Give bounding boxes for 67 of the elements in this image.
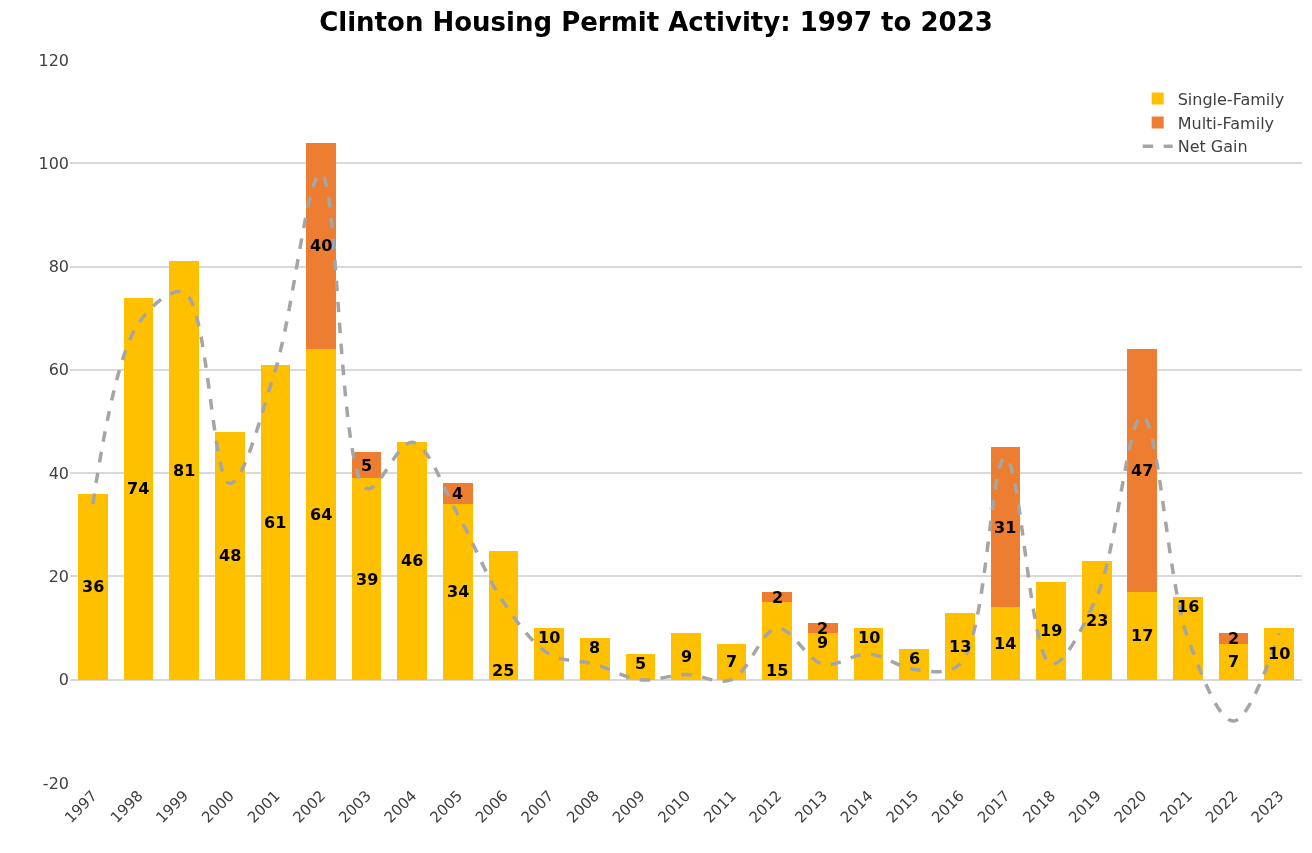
bar — [671, 633, 701, 680]
bar — [1127, 349, 1158, 592]
bar — [990, 607, 1021, 680]
data-label: 47 — [1131, 461, 1154, 480]
data-label: 5 — [361, 456, 373, 475]
data-label: 25 — [492, 661, 515, 680]
bar — [1036, 581, 1066, 680]
data-label: 14 — [994, 634, 1017, 653]
data-label: 10 — [538, 628, 561, 647]
data-label: 13 — [949, 637, 972, 656]
bar — [990, 447, 1021, 608]
data-label: 2 — [1228, 629, 1240, 648]
data-label: 48 — [219, 546, 242, 565]
y-tick-label: 40 — [48, 463, 69, 483]
data-label: 10 — [858, 628, 881, 647]
y-tick-label: 60 — [48, 360, 69, 380]
data-label: 7 — [1228, 652, 1240, 671]
data-label: 9 — [817, 633, 829, 652]
data-label: 5 — [635, 654, 647, 673]
data-label: 9 — [681, 647, 693, 666]
data-label: 6 — [909, 649, 921, 668]
data-label: 10 — [1268, 644, 1291, 663]
y-tick-label: 100 — [38, 153, 69, 173]
data-label: 17 — [1131, 626, 1154, 645]
data-label: 4 — [452, 484, 464, 503]
chart-title: Clinton Housing Permit Activity: 1997 to 2023 — [319, 6, 993, 37]
legend-label: Net Gain — [1177, 137, 1248, 157]
data-label: 19 — [1040, 621, 1063, 640]
bar — [123, 297, 154, 680]
data-label: 34 — [447, 582, 470, 601]
bar — [214, 431, 245, 680]
bar — [1127, 591, 1158, 680]
y-tick-label: 120 — [38, 50, 69, 70]
y-tick-label: -20 — [42, 773, 69, 793]
data-label: 16 — [1177, 597, 1200, 616]
bar — [1081, 560, 1112, 680]
bar — [762, 602, 793, 680]
data-label: 8 — [589, 638, 601, 657]
data-label: 64 — [310, 505, 333, 524]
data-label: 61 — [264, 513, 287, 532]
bar — [351, 478, 382, 680]
y-tick-label: 20 — [48, 567, 69, 587]
data-label: 7 — [726, 652, 738, 671]
bar — [488, 550, 519, 680]
bar — [306, 142, 336, 350]
data-label: 15 — [766, 661, 789, 680]
data-label: 39 — [356, 570, 379, 589]
y-tick-label: 80 — [48, 257, 69, 277]
bar — [260, 364, 291, 680]
data-label: 2 — [772, 588, 784, 607]
bar — [1218, 643, 1249, 680]
bar — [306, 349, 336, 680]
data-label: 36 — [82, 577, 105, 596]
bar — [397, 442, 428, 680]
bar — [443, 504, 473, 680]
bar — [77, 493, 108, 680]
data-label: 81 — [173, 461, 196, 480]
data-label: 46 — [401, 551, 424, 570]
legend-label: Single-Family — [1177, 89, 1285, 109]
data-label: 31 — [994, 518, 1017, 537]
data-label: 74 — [127, 479, 150, 498]
data-label: 40 — [310, 236, 333, 255]
y-tick-label: 0 — [58, 670, 69, 690]
legend-label: Multi-Family — [1177, 113, 1275, 133]
bar — [169, 261, 199, 680]
data-label: 23 — [1086, 611, 1109, 630]
bar — [808, 633, 838, 680]
